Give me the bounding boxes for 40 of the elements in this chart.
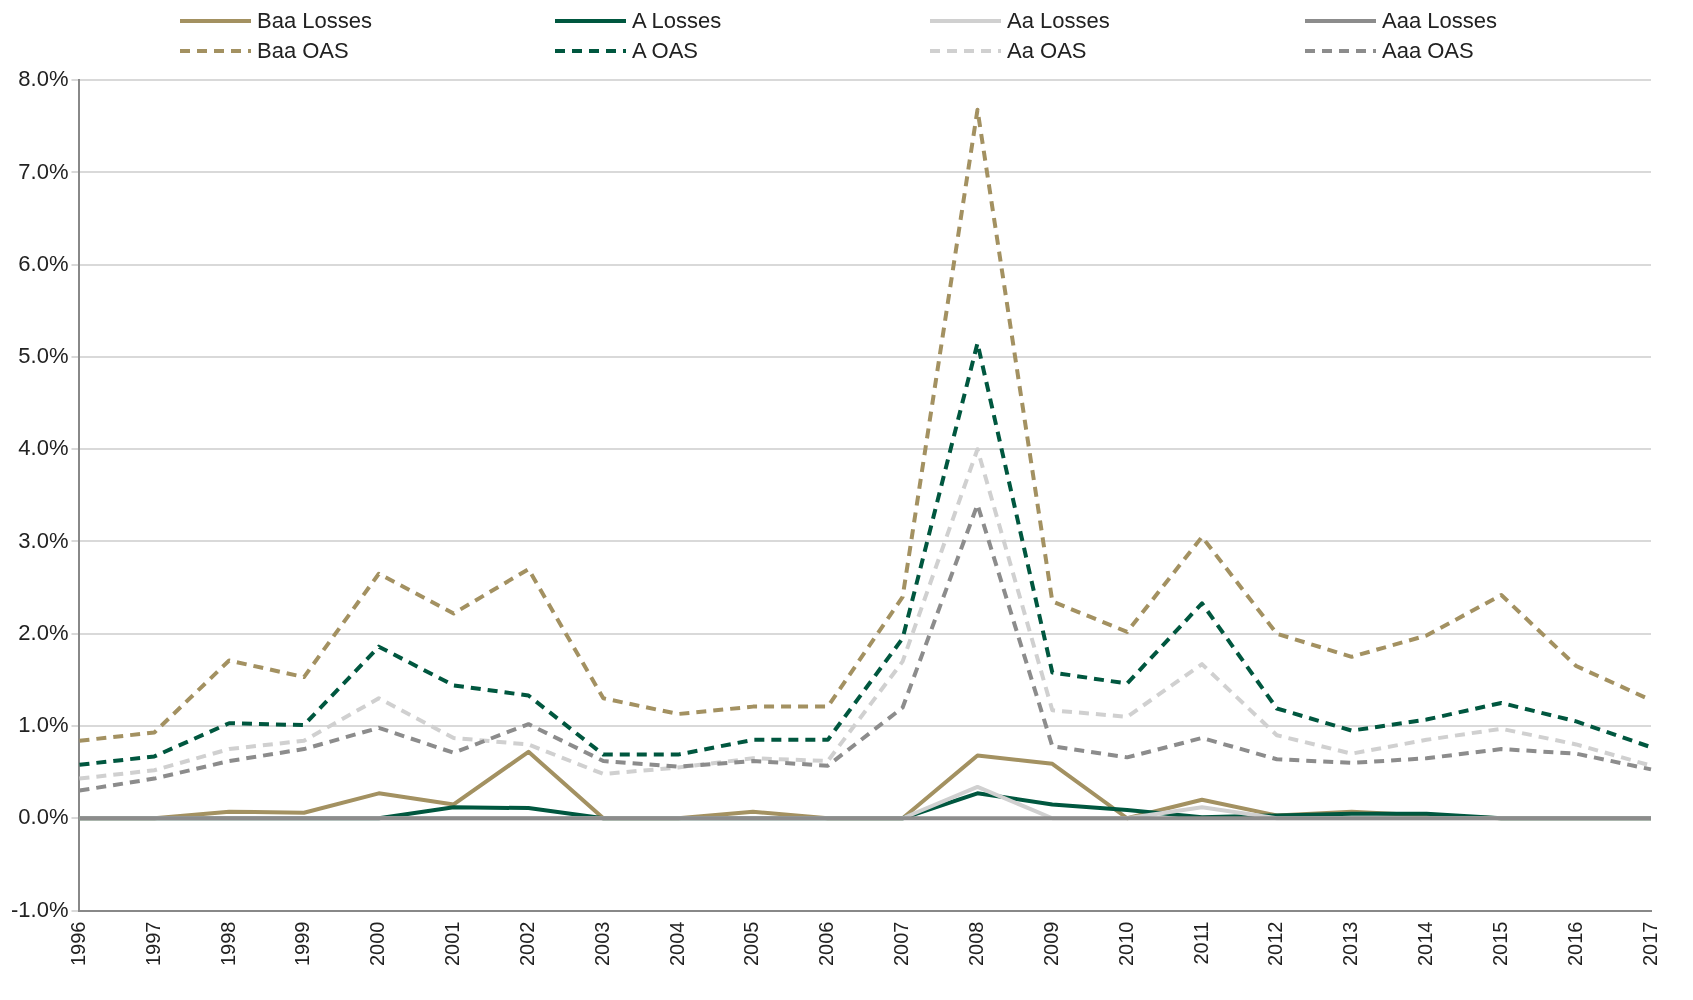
x-tick-label: 1997 — [141, 921, 164, 967]
legend-label: Baa Losses — [257, 8, 372, 34]
legend-label: Baa OAS — [257, 38, 349, 64]
x-tick-label: 2000 — [366, 921, 389, 967]
x-tick-label: 2004 — [665, 921, 688, 967]
legend-label: Aa Losses — [1007, 8, 1110, 34]
legend-label: Aa OAS — [1007, 38, 1087, 64]
legend-label: Aaa OAS — [1382, 38, 1474, 64]
x-tick-label: 2009 — [1039, 921, 1062, 967]
x-tick-label: 2002 — [515, 921, 538, 967]
y-tick-label: 7.0% — [18, 158, 69, 184]
x-tick-label: 2015 — [1488, 921, 1511, 967]
x-tick-label: 2014 — [1414, 921, 1437, 967]
y-tick-label: 4.0% — [18, 435, 69, 461]
x-tick-label: 1998 — [216, 921, 239, 967]
x-tick-label: 2010 — [1114, 921, 1137, 967]
x-tick-label: 2017 — [1638, 921, 1661, 967]
legend-label: A Losses — [632, 8, 722, 34]
legend-label: A OAS — [632, 38, 699, 64]
x-tick-label: 2007 — [890, 921, 913, 967]
y-tick-label: 1.0% — [18, 712, 69, 738]
x-tick-label: 2008 — [965, 921, 987, 967]
y-tick-label: 3.0% — [18, 527, 69, 553]
y-tick-label: 8.0% — [18, 66, 69, 92]
y-tick-label: 5.0% — [18, 343, 69, 369]
y-tick-label: 0.0% — [18, 804, 69, 830]
y-tick-label: -1.0% — [10, 896, 69, 922]
x-tick-label: 2001 — [441, 921, 464, 967]
x-tick-label: 2012 — [1264, 921, 1287, 967]
legend-label: Aaa Losses — [1382, 8, 1497, 34]
x-tick-label: 1999 — [291, 921, 314, 967]
x-tick-label: 2006 — [815, 921, 838, 967]
x-tick-label: 1996 — [66, 921, 89, 967]
x-tick-label: 2005 — [740, 921, 763, 967]
x-tick-label: 2003 — [590, 921, 613, 967]
x-tick-label: 2013 — [1339, 921, 1362, 967]
x-tick-label: 2011 — [1189, 921, 1212, 965]
y-tick-label: 6.0% — [18, 250, 69, 276]
y-tick-label: 2.0% — [18, 619, 69, 645]
x-tick-label: 2016 — [1563, 921, 1586, 967]
